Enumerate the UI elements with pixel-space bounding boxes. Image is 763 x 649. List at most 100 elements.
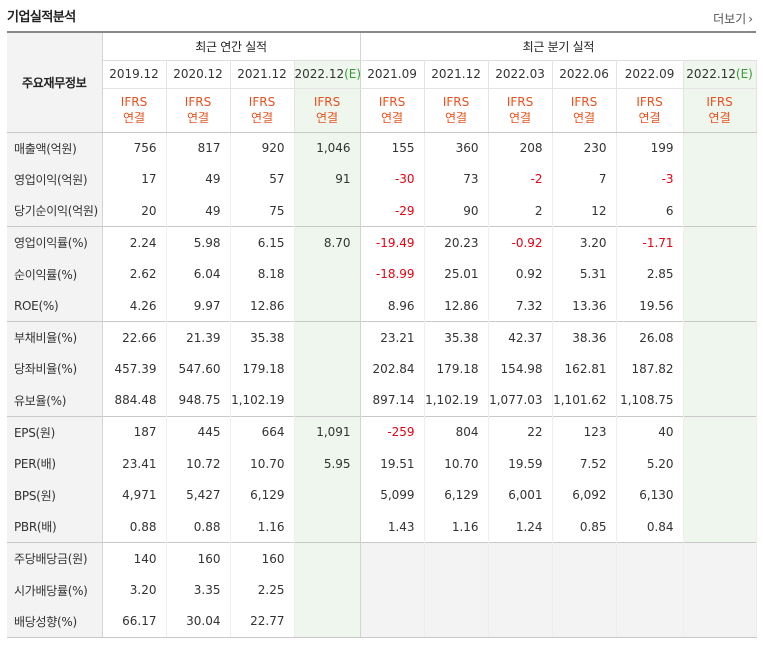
- ifrs-text: IFRS: [570, 95, 598, 109]
- annual-value: 547.60: [166, 353, 231, 385]
- quarterly-value: [683, 289, 757, 322]
- row-label: 영업이익률(%): [7, 226, 103, 259]
- period-header: 2022.03: [488, 60, 553, 89]
- quarterly-value: 20.23: [424, 226, 489, 259]
- ifrs-label: IFRS 연결: [102, 88, 167, 133]
- quarterly-value: 38.36: [552, 321, 617, 354]
- quarterly-value: 1,108.75: [616, 384, 684, 417]
- table-row: PBR(배) 0.88 0.88 1.16 1.43 1.16 1.24 0.85 0.84: [7, 511, 757, 543]
- table-row: 순이익률(%) 2.62 6.04 8.18 -18.99 25.01 0.92 5.31 2.…: [7, 258, 757, 290]
- annual-value: 445: [166, 415, 231, 448]
- table-row: 시가배당률(%) 3.20 3.35 2.25: [7, 574, 757, 606]
- quarterly-value: [552, 574, 617, 606]
- table-row: BPS(원) 4,971 5,427 6,129 5,099 6,129 6,001 6,09…: [7, 479, 757, 512]
- annual-value: [294, 258, 361, 290]
- quarterly-value: [683, 163, 757, 196]
- quarterly-value: 12: [552, 195, 617, 227]
- more-link[interactable]: 더보기 ›: [713, 10, 753, 27]
- annual-value: 8.18: [230, 258, 295, 290]
- quarterly-value: -18.99: [360, 258, 425, 290]
- annual-value: 1,102.19: [230, 384, 295, 417]
- financial-table: 주요재무정보 최근 연간 실적 최근 분기 실적 2019.12 2020.12 2…: [7, 31, 757, 638]
- period-header: 2021.12: [424, 60, 489, 89]
- quarterly-value: -259: [360, 415, 425, 448]
- annual-value: 6.04: [166, 258, 231, 290]
- quarterly-value: 6,092: [552, 479, 617, 512]
- ifrs-text: IFRS: [378, 95, 406, 109]
- row-label: 배당성향(%): [7, 605, 103, 638]
- quarterly-value: 5.31: [552, 258, 617, 290]
- ifrs-text: IFRS: [442, 95, 470, 109]
- quarterly-value: -1.71: [616, 226, 684, 259]
- quarterly-value: 0.92: [488, 258, 553, 290]
- quarterly-value: 6,001: [488, 479, 553, 512]
- row-label: PBR(배): [7, 511, 103, 543]
- quarterly-value: 179.18: [424, 353, 489, 385]
- annual-value: 75: [230, 195, 295, 227]
- quarterly-value: 6: [616, 195, 684, 227]
- annual-value: 140: [102, 542, 167, 575]
- table-row: PER(배) 23.41 10.72 10.70 5.95 19.51 10.70 19.59…: [7, 447, 757, 480]
- period-label: 2022.12: [294, 67, 345, 81]
- quarterly-value: 2.85: [616, 258, 684, 290]
- annual-value: 22.77: [230, 605, 295, 638]
- quarterly-value: [683, 415, 757, 448]
- annual-value: 160: [230, 542, 295, 575]
- quarterly-value: [683, 384, 757, 417]
- ifrs-text: IFRS: [636, 95, 663, 109]
- quarterly-value: 123: [552, 415, 617, 448]
- ifrs-text: IFRS: [248, 95, 276, 109]
- consolidated-text: 연결: [122, 111, 146, 125]
- consolidated-text: 연결: [315, 111, 339, 125]
- annual-value: 66.17: [102, 605, 167, 638]
- annual-value: 179.18: [230, 353, 295, 385]
- annual-value: 20: [102, 195, 167, 227]
- period-label: 2021.12: [431, 67, 481, 81]
- period-header: 2022.12(E): [683, 60, 757, 89]
- table-header: 주요재무정보 최근 연간 실적 최근 분기 실적 2019.12 2020.12 2…: [7, 31, 757, 133]
- table-row: 부채비율(%) 22.66 21.39 35.38 23.21 35.38 42.37 38.…: [7, 321, 757, 354]
- period-header: 2022.12(E): [294, 60, 361, 89]
- ifrs-label: IFRS 연결: [360, 88, 425, 133]
- quarterly-value: 155: [360, 131, 425, 164]
- annual-value: 1,046: [294, 131, 361, 164]
- quarterly-value: 154.98: [488, 353, 553, 385]
- estimate-mark: (E): [735, 67, 753, 81]
- annual-value: [294, 384, 361, 417]
- ifrs-label: IFRS 연결: [616, 88, 684, 133]
- table-row: 배당성향(%) 66.17 30.04 22.77: [7, 605, 757, 638]
- quarterly-value: 35.38: [424, 321, 489, 354]
- ifrs-label: IFRS 연결: [294, 88, 361, 133]
- quarterly-value: 7: [552, 163, 617, 196]
- ifrs-text: IFRS: [706, 95, 733, 109]
- annual-value: 22.66: [102, 321, 167, 354]
- table-row: 주당배당금(원) 140 160 160: [7, 542, 757, 575]
- annual-value: 0.88: [102, 511, 167, 543]
- annual-group-header: 최근 연간 실적: [102, 31, 361, 61]
- quarterly-value: [616, 542, 684, 575]
- ifrs-label: IFRS 연결: [230, 88, 295, 133]
- annual-value: 35.38: [230, 321, 295, 354]
- table-row: 영업이익(억원) 17 49 57 91 -30 73 -2 7 -3: [7, 163, 757, 196]
- annual-value: 21.39: [166, 321, 231, 354]
- annual-value: 17: [102, 163, 167, 196]
- annual-value: 3.20: [102, 574, 167, 606]
- row-label: 당기순이익(억원): [7, 195, 103, 227]
- quarterly-value: [683, 353, 757, 385]
- quarterly-value: 7.32: [488, 289, 553, 322]
- quarterly-value: [683, 131, 757, 164]
- consolidated-text: 연결: [250, 111, 274, 125]
- period-label: 2019.12: [109, 67, 159, 81]
- ifrs-label: IFRS 연결: [424, 88, 489, 133]
- quarterly-value: 804: [424, 415, 489, 448]
- ifrs-text: IFRS: [120, 95, 148, 109]
- row-label: 시가배당률(%): [7, 574, 103, 606]
- quarterly-value: [424, 574, 489, 606]
- ifrs-label: IFRS 연결: [488, 88, 553, 133]
- quarterly-value: 19.56: [616, 289, 684, 322]
- annual-value: 1.16: [230, 511, 295, 543]
- quarterly-value: 202.84: [360, 353, 425, 385]
- quarterly-value: [488, 605, 553, 638]
- annual-value: 5.95: [294, 447, 361, 480]
- period-header: 2022.09: [616, 60, 684, 89]
